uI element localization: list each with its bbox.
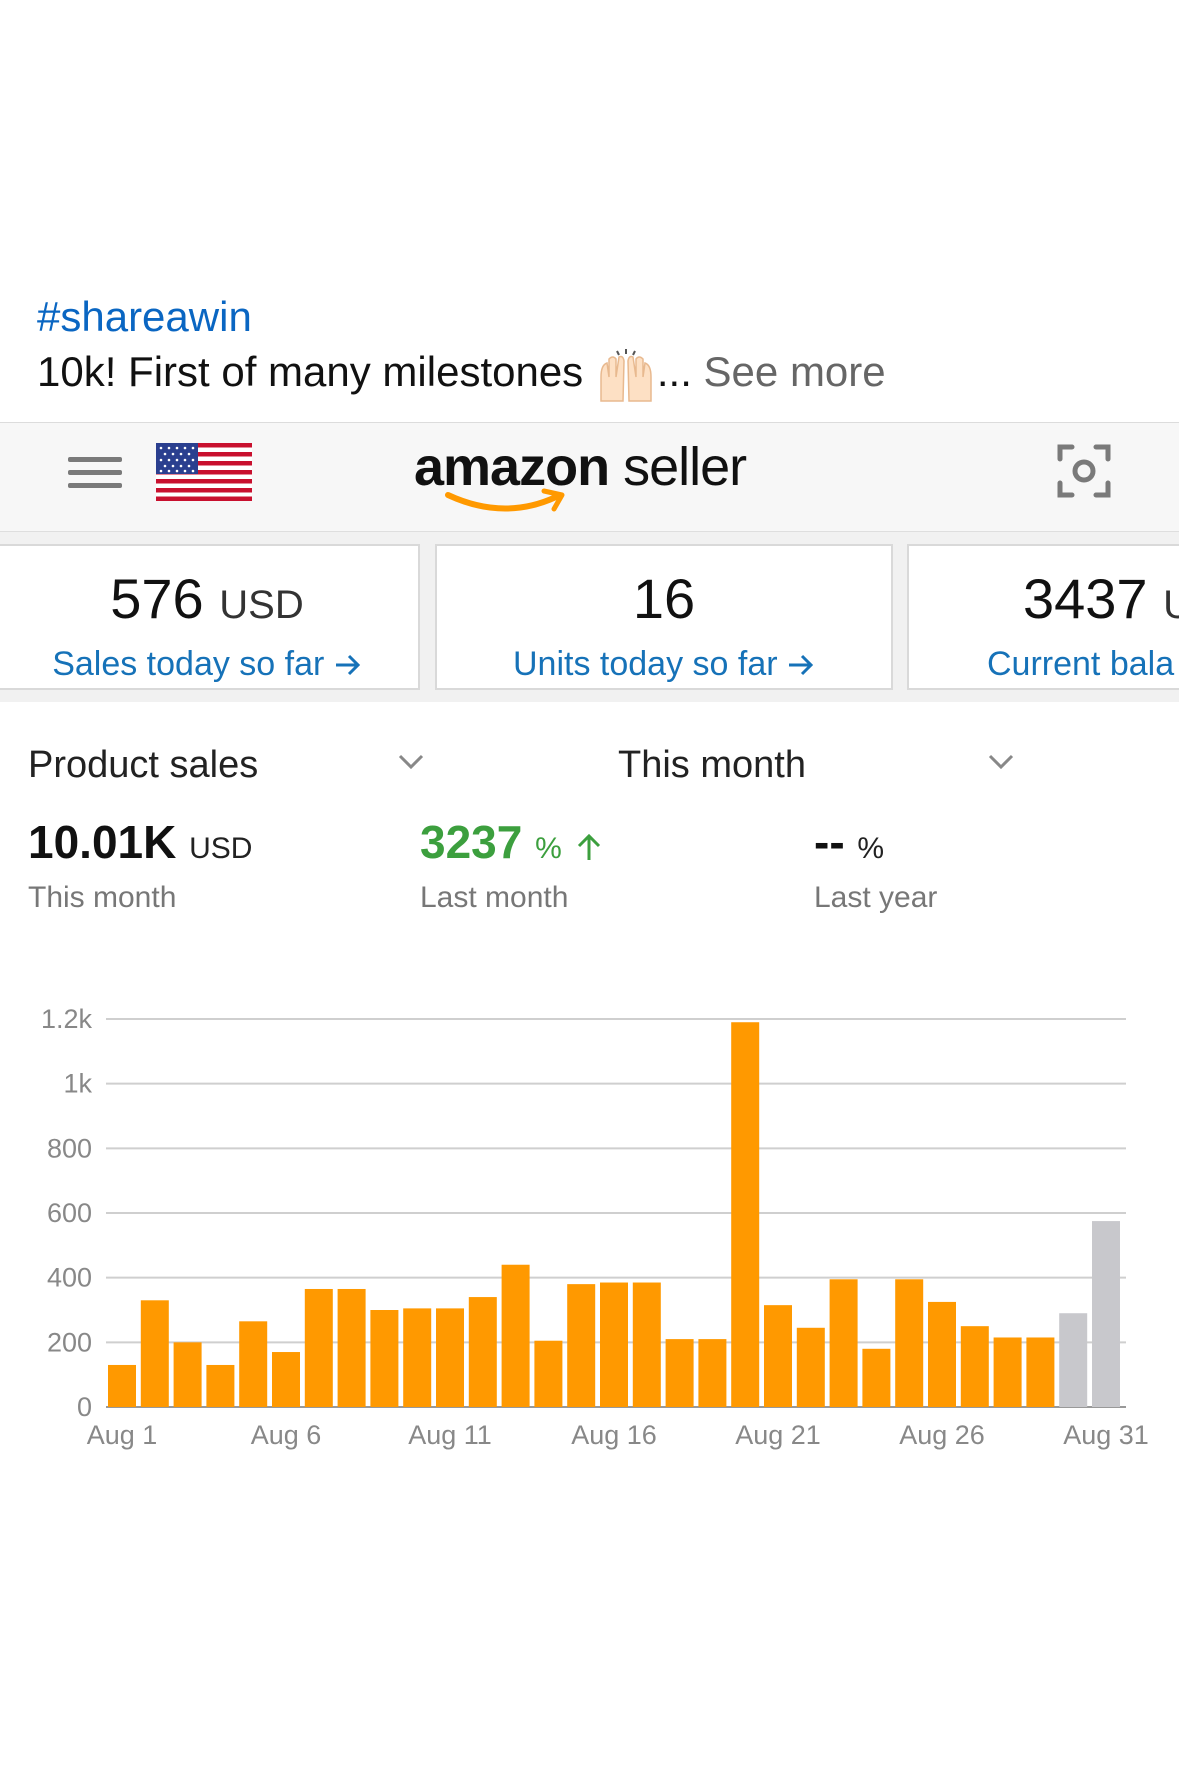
app-header: amazon seller xyxy=(0,422,1179,533)
last-year-metric: -- % Last year xyxy=(814,816,937,917)
bar-aug-18[interactable] xyxy=(665,1339,694,1407)
y-tick-label: 0 xyxy=(77,1392,92,1422)
bar-aug-3[interactable] xyxy=(173,1342,202,1407)
camera-scan-icon[interactable] xyxy=(1056,443,1112,499)
current-balance-label: Current bala xyxy=(987,645,1175,683)
sales-today-value: 576 xyxy=(110,567,204,630)
menu-icon[interactable] xyxy=(68,453,122,493)
last-month-value: 3237 xyxy=(420,816,523,868)
bar-aug-1[interactable] xyxy=(108,1364,136,1407)
y-tick-label: 1.2k xyxy=(41,1004,93,1034)
x-tick-label: Aug 6 xyxy=(251,1420,322,1450)
post-text: #shareawin 10k! First of many milestones… xyxy=(37,290,1157,403)
us-flag-icon[interactable] xyxy=(156,443,252,501)
sales-today-unit: USD xyxy=(219,583,304,627)
this-month-metric: 10.01K USD This month xyxy=(28,816,252,917)
last-month-metric: 3237 % Last month xyxy=(420,816,603,917)
bar-aug-4[interactable] xyxy=(206,1364,235,1407)
this-month-value: 10.01K xyxy=(28,816,177,868)
x-tick-label: Aug 11 xyxy=(408,1420,492,1450)
bar-aug-8[interactable] xyxy=(337,1288,366,1407)
bar-aug-15[interactable] xyxy=(567,1284,596,1407)
amazon-smile-icon xyxy=(445,488,565,512)
x-tick-label: Aug 21 xyxy=(735,1420,821,1450)
bar-aug-31[interactable] xyxy=(1092,1221,1120,1407)
post-caption: 10k! First of many milestones xyxy=(37,348,584,395)
raising-hands-icon xyxy=(595,347,657,403)
x-tick-label: Aug 26 xyxy=(899,1420,985,1450)
bar-aug-7[interactable] xyxy=(304,1288,333,1407)
y-tick-label: 800 xyxy=(47,1133,92,1163)
logo-suffix: seller xyxy=(623,437,747,497)
see-more-link[interactable]: See more xyxy=(703,348,886,395)
y-tick-label: 600 xyxy=(47,1198,92,1228)
bar-aug-16[interactable] xyxy=(600,1282,628,1407)
x-tick-label: Aug 31 xyxy=(1063,1420,1149,1450)
bar-aug-17[interactable] xyxy=(632,1282,661,1407)
bar-aug-6[interactable] xyxy=(272,1352,300,1407)
y-tick-label: 1k xyxy=(63,1069,92,1099)
hashtag-link[interactable]: #shareawin xyxy=(37,293,252,340)
y-tick-label: 200 xyxy=(47,1327,92,1357)
sales-today-label: Sales today so far xyxy=(52,645,325,683)
bar-aug-14[interactable] xyxy=(534,1340,563,1407)
last-month-label: Last month xyxy=(420,881,569,914)
stats-row: 576 USD Sales today so far 16 Units toda… xyxy=(0,532,1179,702)
bar-aug-2[interactable] xyxy=(140,1300,169,1407)
bar-aug-9[interactable] xyxy=(370,1310,399,1407)
post-caption-line: 10k! First of many milestones ... See mo… xyxy=(37,344,1157,403)
bar-aug-11[interactable] xyxy=(436,1308,464,1407)
bar-aug-25[interactable] xyxy=(895,1279,924,1407)
this-month-label: This month xyxy=(28,881,177,914)
x-tick-label: Aug 1 xyxy=(87,1420,158,1450)
current-balance-card[interactable]: 3437 U Current bala xyxy=(907,544,1179,690)
arrow-right-icon xyxy=(789,654,814,676)
units-today-card[interactable]: 16 Units today so far xyxy=(435,544,893,690)
product-sales-bar-chart: 0 200 400 600 800 1k 1.2k Aug 1 Aug 6 Aug 11 Aug 1… xyxy=(41,1004,1149,1450)
chevron-down-icon[interactable] xyxy=(394,744,428,778)
units-today-label: Units today so far xyxy=(512,645,778,683)
bar-aug-5[interactable] xyxy=(239,1321,268,1407)
arrow-up-icon xyxy=(577,833,600,860)
logo-brand: amazon xyxy=(414,437,610,497)
bar-aug-22[interactable] xyxy=(796,1327,825,1407)
arrow-right-icon xyxy=(335,654,360,676)
units-today-value: 16 xyxy=(632,567,696,630)
bar-aug-12[interactable] xyxy=(468,1297,497,1407)
bar-aug-21[interactable] xyxy=(764,1305,792,1407)
this-month-unit: USD xyxy=(189,832,253,865)
amazon-seller-logo: amazon seller xyxy=(414,437,774,521)
current-balance-value: 3437 xyxy=(1023,567,1148,630)
last-year-label: Last year xyxy=(814,881,938,914)
bar-aug-13[interactable] xyxy=(501,1264,530,1407)
bar-aug-19[interactable] xyxy=(698,1339,727,1407)
last-month-unit: % xyxy=(535,832,562,865)
bar-aug-27[interactable] xyxy=(960,1326,989,1407)
last-year-unit: % xyxy=(857,832,885,865)
period-selector[interactable]: This month xyxy=(618,744,806,786)
current-balance-unit: U xyxy=(1163,583,1179,627)
bar-aug-24[interactable] xyxy=(862,1348,891,1407)
bar-aug-20[interactable] xyxy=(731,1022,760,1407)
bar-aug-30[interactable] xyxy=(1059,1313,1088,1407)
bar-aug-10[interactable] xyxy=(403,1308,432,1407)
sales-today-card[interactable]: 576 USD Sales today so far xyxy=(0,544,420,690)
bar-aug-28[interactable] xyxy=(993,1337,1022,1407)
y-tick-label: 400 xyxy=(47,1263,92,1293)
last-year-value: -- xyxy=(814,816,845,868)
bar-aug-23[interactable] xyxy=(829,1279,858,1407)
chevron-down-icon[interactable] xyxy=(984,744,1018,778)
bar-aug-26[interactable] xyxy=(928,1301,956,1407)
x-tick-label: Aug 16 xyxy=(571,1420,657,1450)
caption-ellipsis: ... xyxy=(656,348,692,395)
metric-selector[interactable]: Product sales xyxy=(28,744,259,786)
bar-aug-29[interactable] xyxy=(1026,1337,1055,1407)
